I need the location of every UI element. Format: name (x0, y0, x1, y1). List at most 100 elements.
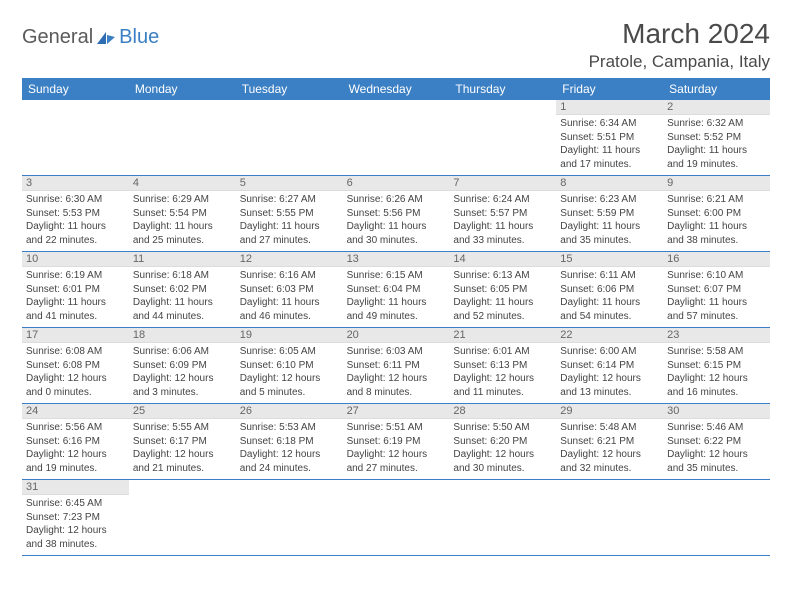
day-cell: 15Sunrise: 6:11 AMSunset: 6:06 PMDayligh… (556, 252, 663, 327)
day-number: 9 (663, 176, 770, 191)
daylight-text: Daylight: 11 hours and 46 minutes. (240, 296, 339, 323)
brand-logo: General Blue (22, 18, 159, 49)
sunset-text: Sunset: 5:53 PM (26, 207, 125, 221)
day-cell (22, 100, 129, 175)
day-info: Sunrise: 5:46 AMSunset: 6:22 PMDaylight:… (663, 419, 770, 479)
sunset-text: Sunset: 6:18 PM (240, 435, 339, 449)
week-row: 17Sunrise: 6:08 AMSunset: 6:08 PMDayligh… (22, 328, 770, 404)
sunset-text: Sunset: 5:55 PM (240, 207, 339, 221)
day-info: Sunrise: 6:34 AMSunset: 5:51 PMDaylight:… (556, 115, 663, 175)
sunset-text: Sunset: 6:07 PM (667, 283, 766, 297)
sunset-text: Sunset: 6:03 PM (240, 283, 339, 297)
sunrise-text: Sunrise: 5:51 AM (347, 421, 446, 435)
day-header-row: Sunday Monday Tuesday Wednesday Thursday… (22, 78, 770, 100)
day-cell: 23Sunrise: 5:58 AMSunset: 6:15 PMDayligh… (663, 328, 770, 403)
day-info: Sunrise: 6:01 AMSunset: 6:13 PMDaylight:… (449, 343, 556, 403)
sunrise-text: Sunrise: 5:48 AM (560, 421, 659, 435)
day-number: 4 (129, 176, 236, 191)
day-number: 10 (22, 252, 129, 267)
sunset-text: Sunset: 6:16 PM (26, 435, 125, 449)
daylight-text: Daylight: 12 hours and 8 minutes. (347, 372, 446, 399)
day-cell (449, 100, 556, 175)
day-info: Sunrise: 6:21 AMSunset: 6:00 PMDaylight:… (663, 191, 770, 251)
sunrise-text: Sunrise: 5:46 AM (667, 421, 766, 435)
daylight-text: Daylight: 12 hours and 11 minutes. (453, 372, 552, 399)
sunrise-text: Sunrise: 6:00 AM (560, 345, 659, 359)
day-cell: 5Sunrise: 6:27 AMSunset: 5:55 PMDaylight… (236, 176, 343, 251)
daylight-text: Daylight: 11 hours and 35 minutes. (560, 220, 659, 247)
sunrise-text: Sunrise: 6:29 AM (133, 193, 232, 207)
daylight-text: Daylight: 12 hours and 3 minutes. (133, 372, 232, 399)
day-number: 6 (343, 176, 450, 191)
sunset-text: Sunset: 5:57 PM (453, 207, 552, 221)
week-row: 1Sunrise: 6:34 AMSunset: 5:51 PMDaylight… (22, 100, 770, 176)
day-number: 29 (556, 404, 663, 419)
daylight-text: Daylight: 11 hours and 54 minutes. (560, 296, 659, 323)
day-label: Monday (129, 78, 236, 100)
daylight-text: Daylight: 11 hours and 27 minutes. (240, 220, 339, 247)
day-number: 17 (22, 328, 129, 343)
day-cell (343, 100, 450, 175)
day-cell: 16Sunrise: 6:10 AMSunset: 6:07 PMDayligh… (663, 252, 770, 327)
sunset-text: Sunset: 6:04 PM (347, 283, 446, 297)
sunrise-text: Sunrise: 5:53 AM (240, 421, 339, 435)
calendar: Sunday Monday Tuesday Wednesday Thursday… (22, 78, 770, 556)
daylight-text: Daylight: 11 hours and 41 minutes. (26, 296, 125, 323)
day-info: Sunrise: 6:13 AMSunset: 6:05 PMDaylight:… (449, 267, 556, 327)
day-label: Sunday (22, 78, 129, 100)
sunrise-text: Sunrise: 6:01 AM (453, 345, 552, 359)
sunset-text: Sunset: 6:06 PM (560, 283, 659, 297)
sunset-text: Sunset: 5:59 PM (560, 207, 659, 221)
daylight-text: Daylight: 11 hours and 19 minutes. (667, 144, 766, 171)
day-cell: 18Sunrise: 6:06 AMSunset: 6:09 PMDayligh… (129, 328, 236, 403)
day-number: 22 (556, 328, 663, 343)
day-cell: 28Sunrise: 5:50 AMSunset: 6:20 PMDayligh… (449, 404, 556, 479)
day-number: 23 (663, 328, 770, 343)
day-cell: 2Sunrise: 6:32 AMSunset: 5:52 PMDaylight… (663, 100, 770, 175)
day-number: 27 (343, 404, 450, 419)
sunset-text: Sunset: 6:20 PM (453, 435, 552, 449)
sunrise-text: Sunrise: 6:18 AM (133, 269, 232, 283)
day-number: 5 (236, 176, 343, 191)
day-number: 30 (663, 404, 770, 419)
day-number: 16 (663, 252, 770, 267)
sunrise-text: Sunrise: 5:58 AM (667, 345, 766, 359)
sunrise-text: Sunrise: 6:10 AM (667, 269, 766, 283)
daylight-text: Daylight: 12 hours and 38 minutes. (26, 524, 125, 551)
day-cell: 21Sunrise: 6:01 AMSunset: 6:13 PMDayligh… (449, 328, 556, 403)
day-label: Thursday (449, 78, 556, 100)
sunset-text: Sunset: 5:52 PM (667, 131, 766, 145)
day-info: Sunrise: 6:05 AMSunset: 6:10 PMDaylight:… (236, 343, 343, 403)
day-cell: 20Sunrise: 6:03 AMSunset: 6:11 PMDayligh… (343, 328, 450, 403)
day-cell: 1Sunrise: 6:34 AMSunset: 5:51 PMDaylight… (556, 100, 663, 175)
day-number: 24 (22, 404, 129, 419)
day-cell: 12Sunrise: 6:16 AMSunset: 6:03 PMDayligh… (236, 252, 343, 327)
day-number: 25 (129, 404, 236, 419)
daylight-text: Daylight: 12 hours and 35 minutes. (667, 448, 766, 475)
day-info: Sunrise: 6:45 AMSunset: 7:23 PMDaylight:… (22, 495, 129, 555)
day-cell (129, 480, 236, 555)
sunrise-text: Sunrise: 6:16 AM (240, 269, 339, 283)
daylight-text: Daylight: 11 hours and 33 minutes. (453, 220, 552, 247)
month-title: March 2024 (589, 18, 770, 50)
title-block: March 2024 Pratole, Campania, Italy (589, 18, 770, 72)
week-row: 24Sunrise: 5:56 AMSunset: 6:16 PMDayligh… (22, 404, 770, 480)
sunset-text: Sunset: 6:08 PM (26, 359, 125, 373)
sunset-text: Sunset: 6:00 PM (667, 207, 766, 221)
day-info: Sunrise: 6:08 AMSunset: 6:08 PMDaylight:… (22, 343, 129, 403)
day-info: Sunrise: 5:50 AMSunset: 6:20 PMDaylight:… (449, 419, 556, 479)
sunset-text: Sunset: 6:09 PM (133, 359, 232, 373)
day-cell: 3Sunrise: 6:30 AMSunset: 5:53 PMDaylight… (22, 176, 129, 251)
week-row: 10Sunrise: 6:19 AMSunset: 6:01 PMDayligh… (22, 252, 770, 328)
day-cell: 27Sunrise: 5:51 AMSunset: 6:19 PMDayligh… (343, 404, 450, 479)
day-number: 14 (449, 252, 556, 267)
day-number: 20 (343, 328, 450, 343)
day-cell (236, 480, 343, 555)
daylight-text: Daylight: 11 hours and 17 minutes. (560, 144, 659, 171)
day-cell: 30Sunrise: 5:46 AMSunset: 6:22 PMDayligh… (663, 404, 770, 479)
location: Pratole, Campania, Italy (589, 52, 770, 72)
daylight-text: Daylight: 12 hours and 27 minutes. (347, 448, 446, 475)
sunrise-text: Sunrise: 6:21 AM (667, 193, 766, 207)
day-info: Sunrise: 6:30 AMSunset: 5:53 PMDaylight:… (22, 191, 129, 251)
day-number: 15 (556, 252, 663, 267)
